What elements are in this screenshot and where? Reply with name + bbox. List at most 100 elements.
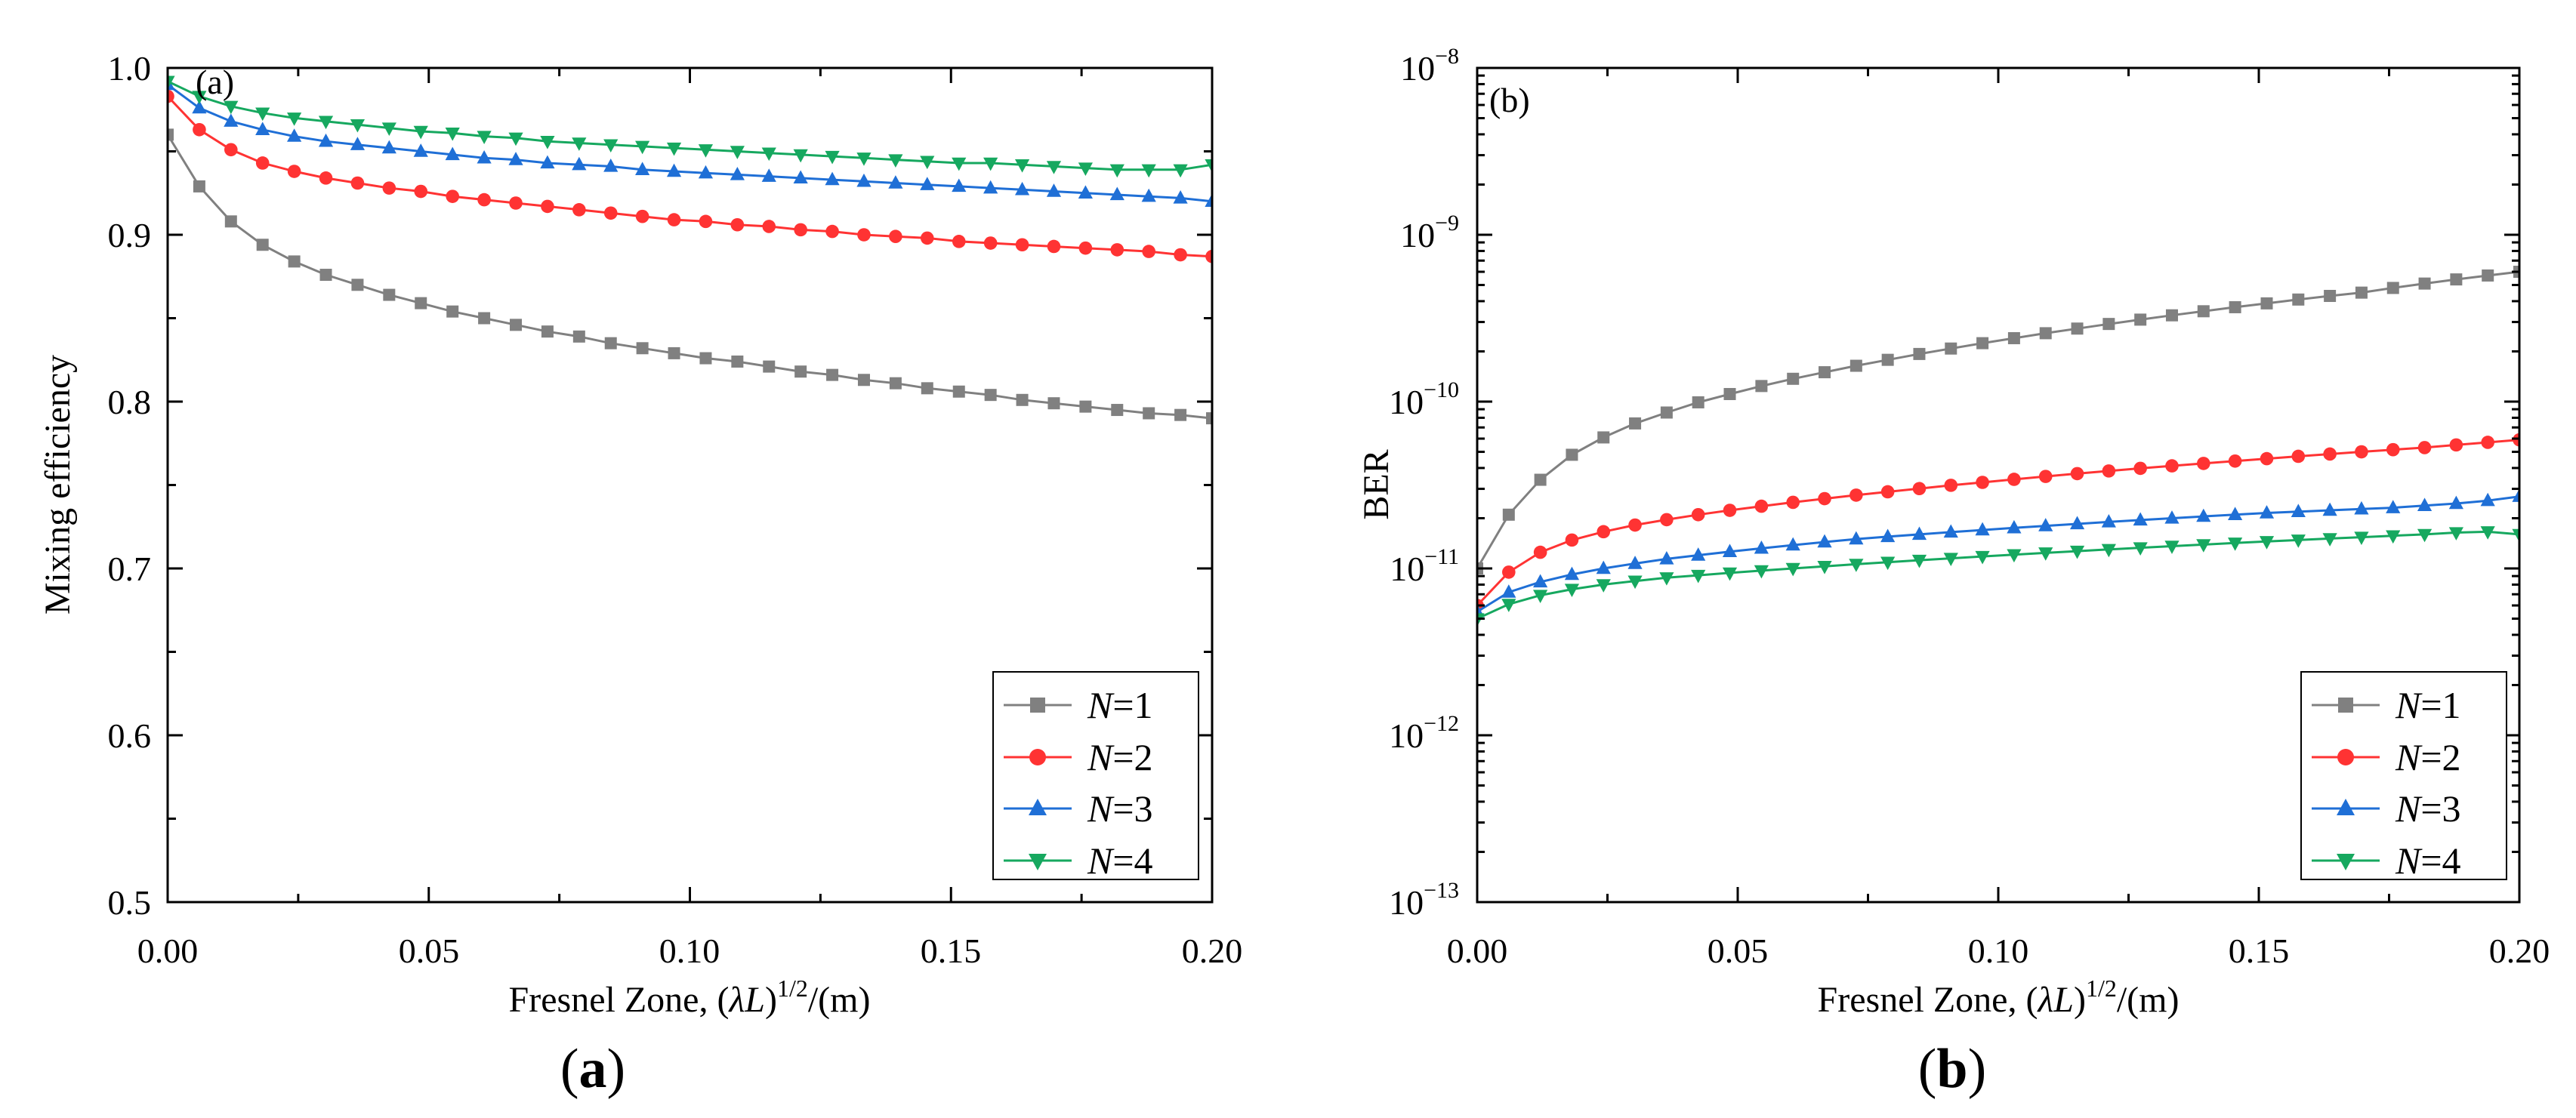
- chart-b-data-point: [2071, 322, 2084, 335]
- chart-b-data-point: [2449, 438, 2463, 452]
- chart-a-data-point: [1205, 249, 1212, 263]
- chart-a-data-point: [666, 142, 682, 156]
- chart-b-legend-label: N=2: [2395, 736, 2461, 778]
- chart-b-legend-marker: [2337, 749, 2354, 765]
- chart-a-data-point: [952, 385, 965, 398]
- chart-b-xtick-labels: 0.00 0.05 0.10 0.15 0.20: [1447, 932, 2550, 970]
- chart-a-data-point: [1014, 181, 1030, 196]
- chart-b-data-point: [1945, 342, 1957, 355]
- chart-a-data-point: [413, 125, 428, 140]
- chart-a-data-point: [1111, 404, 1124, 417]
- chart-b-data-point: [1596, 579, 1611, 593]
- chart-b-data-point: [2196, 508, 2211, 522]
- chart-b-xtick-label: 0.10: [1968, 932, 2029, 970]
- chart-b-data-point: [1785, 562, 1800, 577]
- chart-a-data-point: [635, 162, 650, 176]
- chart-b-data-point: [2039, 327, 2052, 340]
- chart-a-ytick-label: 0.8: [108, 383, 152, 421]
- chart-b-data-point: [2482, 269, 2494, 282]
- chart-b-data-point: [2196, 539, 2211, 553]
- chart-b-data-point: [1911, 526, 1927, 541]
- chart-a-legend-swatch: [1004, 749, 1072, 765]
- chart-a-data-point: [699, 352, 712, 365]
- chart-b-data-point: [2101, 544, 2116, 558]
- chart-a-data-point: [793, 149, 808, 163]
- chart-a-xtick-label: 0.15: [921, 932, 982, 970]
- chart-b-data-point: [1502, 565, 1516, 579]
- chart-a-data-point: [826, 368, 839, 381]
- chart-a-plot-area: (a): [166, 63, 1214, 904]
- chart-b-data-point: [2259, 505, 2275, 519]
- chart-b-legend: N=1 N=2 N=3 N=4: [2300, 671, 2507, 882]
- chart-b-xtick-label: 0.00: [1447, 932, 1508, 970]
- chart-b-data-point: [2292, 293, 2305, 306]
- chart-b-data-point: [2260, 451, 2274, 466]
- chart-b-data-point: [2038, 547, 2053, 561]
- chart-b-data-point: [1477, 613, 1485, 627]
- chart-b-legend-label: N=4: [2395, 839, 2461, 882]
- chart-b-data-point: [2101, 513, 2116, 528]
- chart-b-data-point: [2134, 313, 2147, 326]
- chart-b-data-point: [1880, 528, 1896, 543]
- chart-b-data-point: [1565, 533, 1579, 547]
- chart-a-data-point: [224, 143, 238, 157]
- chart-b-data-point: [2513, 433, 2519, 447]
- chart-b-data-point: [2069, 545, 2085, 559]
- chart-a-data-point: [888, 175, 903, 189]
- chart-b-xtick-label: 0.05: [1708, 932, 1769, 970]
- chart-b-data-point: [1723, 504, 1737, 517]
- chart-b-y-axis-title: BER: [1356, 449, 1396, 519]
- chart-a-data-point: [1173, 189, 1188, 204]
- chart-a-xtick-label: 0.00: [137, 932, 199, 970]
- chart-a-data-point: [256, 239, 269, 251]
- chart-b-xtick-label: 0.15: [2229, 932, 2290, 970]
- chart-b-data-point: [1691, 507, 1705, 522]
- chart-b-data-point: [1755, 380, 1768, 393]
- chart-a-data-point: [287, 165, 301, 178]
- chart-a-data-point: [168, 75, 175, 90]
- chart-a-data-point: [794, 223, 807, 237]
- chart-b-series-group: [1477, 266, 2519, 627]
- chart-a-data-point: [635, 140, 650, 155]
- chart-b-data-point: [2164, 510, 2180, 524]
- chart-a-data-point: [572, 137, 587, 151]
- chart-a-data-point: [318, 133, 334, 147]
- chart-a-series-n3: [168, 76, 1212, 207]
- chart-a-data-point: [856, 152, 872, 166]
- chart-b-data-point: [2291, 504, 2306, 517]
- chart-a-legend-label: N=3: [1087, 787, 1153, 830]
- chart-b-data-point: [1911, 554, 1927, 568]
- chart-a-legend-swatch: [1004, 698, 1072, 713]
- chart-a-data-point: [667, 213, 681, 226]
- chart-b-legend-box: [2300, 671, 2507, 880]
- chart-a-data-point: [1141, 164, 1156, 178]
- chart-b-data-point: [1629, 417, 1642, 430]
- chart-b-ytick-label: 10−8: [1400, 44, 1459, 88]
- chart-b-data-point: [2228, 454, 2242, 468]
- chart-b-data-point: [1944, 479, 1958, 492]
- chart-a-data-point: [1046, 161, 1062, 174]
- chart-a-data-point: [730, 167, 745, 180]
- chart-a-data-point: [381, 122, 396, 136]
- chart-a-data-point: [1109, 186, 1124, 201]
- chart-a-data-point: [415, 297, 427, 310]
- chart-a-data-point: [1205, 159, 1212, 173]
- chart-a-data-point: [168, 128, 174, 141]
- chart-b-data-point: [2386, 282, 2399, 294]
- chart-b-data-point: [1913, 347, 1926, 360]
- chart-b-data-point: [2512, 528, 2519, 543]
- chart-a-data-point: [572, 203, 586, 217]
- chart-b-data-point: [2291, 449, 2306, 464]
- chart-b-data-point: [1564, 584, 1580, 598]
- chart-b-data-point: [1659, 551, 1674, 565]
- chart-b-legend-marker: [2337, 799, 2355, 815]
- chart-b-data-point: [2386, 530, 2401, 544]
- chart-b-data-point: [1501, 599, 1516, 612]
- chart-b-data-point: [2418, 277, 2431, 290]
- chart-a-data-point: [540, 155, 555, 169]
- chart-a-x-axis-title: Fresnel Zone, (λL)1/2/(m): [509, 975, 871, 1020]
- chart-a-data-point: [381, 140, 396, 154]
- chart-a-data-point: [1047, 397, 1060, 410]
- chart-a-data-point: [1015, 238, 1029, 252]
- chart-a-ytick-label: 0.5: [108, 883, 152, 922]
